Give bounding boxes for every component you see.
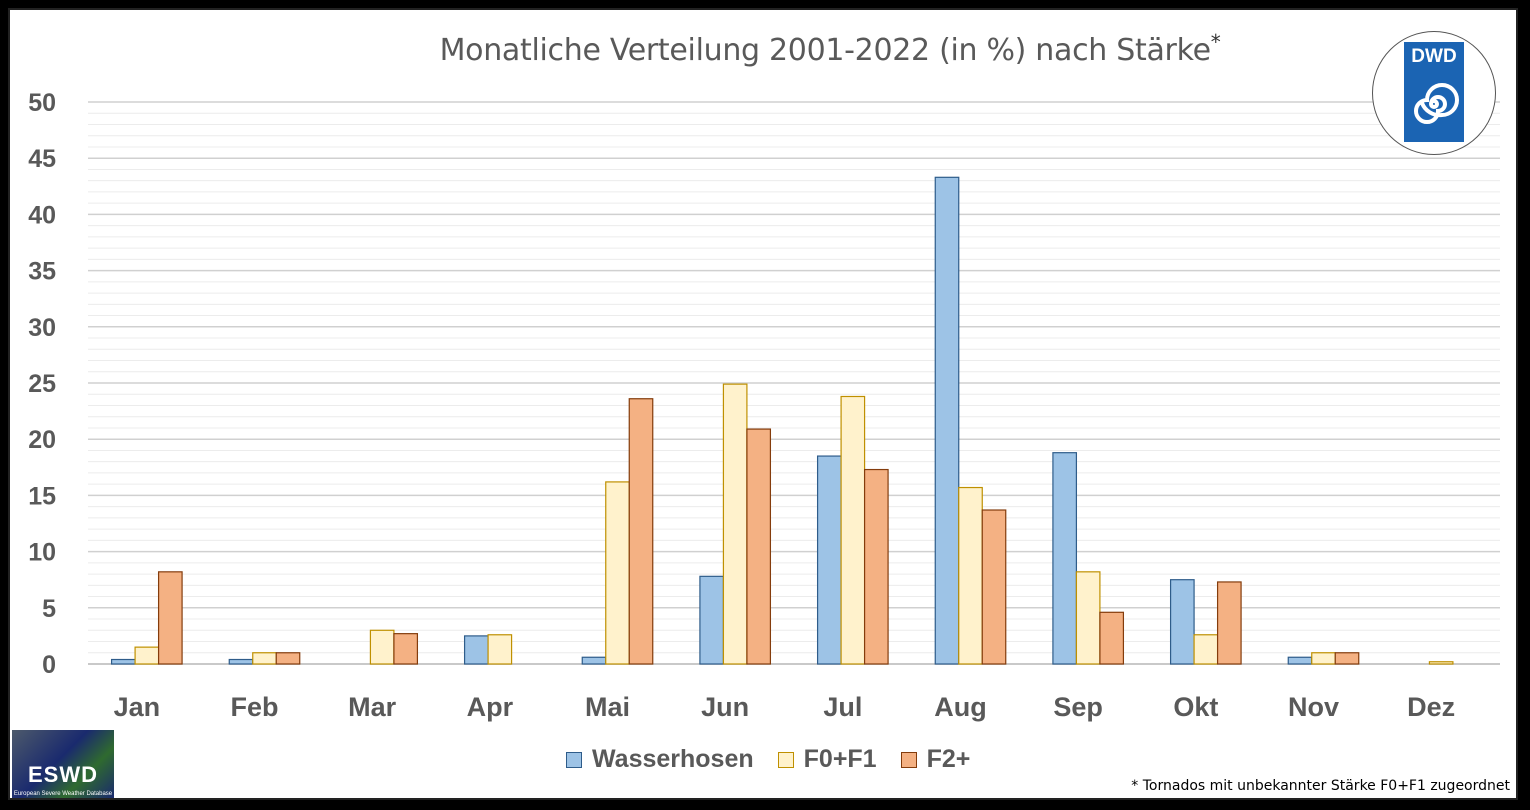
x-tick-label: Mai (585, 692, 630, 722)
bar-f0f1-mai (605, 481, 630, 665)
title-footnote-marker: * (1210, 30, 1221, 54)
bar-f0f1-nov (1311, 652, 1336, 665)
bar-f2-okt (1216, 581, 1242, 665)
dwd-logo: DWD (1372, 31, 1496, 155)
y-tick-label: 0 (42, 651, 56, 679)
chart-frame (8, 8, 1518, 800)
legend-item-f2plus: F2+ (900, 745, 971, 774)
dwd-logo-box: DWD (1404, 42, 1464, 142)
bar-f0f1-feb (252, 652, 277, 665)
eswd-logo-text: ESWD (28, 762, 98, 787)
eswd-logo-subtitle: European Severe Weather Database (13, 791, 113, 797)
x-tick-label: Sep (1053, 692, 1103, 722)
x-tick-label: Mar (348, 692, 397, 722)
legend-label-f2plus: F2+ (926, 745, 971, 773)
y-tick-label: 10 (28, 539, 56, 567)
bar-f2-mar (393, 633, 419, 665)
bar-f0f1-jun (722, 383, 748, 665)
bar-f0f1-jul (840, 395, 866, 665)
bar-wasserhosen-mai (581, 656, 607, 665)
bar-f0f1-aug (958, 486, 983, 665)
x-axis-ticks: Jan Feb Mar Apr Mai Jun Jul Aug Sep Okt Nov Dez (114, 692, 1456, 722)
x-tick-label: Apr (467, 692, 514, 722)
y-tick-label: 30 (28, 314, 56, 342)
legend-swatch-f2plus (900, 751, 917, 768)
legend-swatch-wasserhosen (566, 751, 582, 768)
bar-f0f1-sep (1075, 571, 1101, 665)
y-tick-label: 5 (42, 595, 56, 623)
y-axis-ticks: 0 5 10 15 20 25 30 35 40 45 50 (28, 89, 56, 679)
bars (110, 176, 1454, 665)
bar-wasserhosen-sep (1052, 452, 1078, 665)
legend-item-wasserhosen: Wasserhosen (566, 745, 754, 774)
y-tick-label: 40 (28, 201, 56, 229)
chart-title: Monatliche Verteilung 2001-2022 (in %) n… (0, 30, 1530, 68)
bar-wasserhosen-jun (699, 575, 725, 665)
x-tick-label: Feb (230, 692, 278, 722)
dwd-logo-text: DWD (1411, 46, 1457, 67)
bar-wasserhosen-aug (934, 176, 960, 665)
bar-f2-nov (1334, 652, 1360, 665)
legend-label-f0f1: F0+F1 (803, 745, 877, 773)
x-tick-label: Nov (1288, 692, 1339, 722)
bar-f2-sep (1099, 611, 1125, 665)
spiral-icon (1414, 83, 1459, 124)
bar-f0f1-apr (487, 634, 513, 665)
legend-label-wasserhosen: Wasserhosen (592, 745, 754, 773)
bar-wasserhosen-feb (228, 658, 254, 665)
y-tick-label: 45 (28, 145, 56, 173)
bar-wasserhosen-jul (816, 455, 842, 665)
footnote: * Tornados mit unbekannter Stärke F0+F1 … (1131, 778, 1510, 794)
legend-swatch-f0f1 (777, 751, 794, 768)
bar-wasserhosen-nov (1287, 656, 1313, 665)
y-tick-label: 50 (28, 89, 56, 117)
bar-f2-mai (628, 398, 654, 665)
gridlines (88, 101, 1500, 665)
y-tick-label: 15 (28, 482, 56, 510)
bar-f2-feb (275, 652, 301, 665)
x-tick-label: Jan (114, 692, 161, 722)
bar-f2-aug (981, 509, 1007, 665)
x-tick-label: Dez (1407, 692, 1455, 722)
y-tick-label: 35 (28, 258, 56, 286)
bar-f0f1-okt (1193, 634, 1219, 665)
y-tick-label: 20 (28, 426, 56, 454)
bar-f2-jan (157, 571, 183, 665)
bar-f0f1-dez (1428, 661, 1454, 665)
legend-item-f0f1: F0+F1 (777, 745, 877, 774)
x-tick-label: Jun (701, 692, 749, 722)
legend: Wasserhosen F0+F1 F2+ (566, 745, 970, 774)
y-tick-label: 25 (28, 370, 56, 398)
x-tick-label: Aug (934, 692, 986, 722)
bar-f2-jul (863, 468, 889, 665)
bar-wasserhosen-apr (463, 635, 489, 665)
x-tick-label: Jul (823, 692, 862, 722)
bar-wasserhosen-jan (110, 658, 136, 665)
bar-f2-jun (746, 428, 772, 665)
eswd-logo: ESWD European Severe Weather Database (12, 730, 114, 798)
bar-f0f1-jan (134, 646, 160, 665)
bar-f0f1-mar (369, 629, 395, 665)
bar-wasserhosen-okt (1169, 579, 1195, 665)
x-tick-label: Okt (1173, 692, 1218, 722)
chart-title-text: Monatliche Verteilung 2001-2022 (in %) n… (439, 33, 1211, 68)
